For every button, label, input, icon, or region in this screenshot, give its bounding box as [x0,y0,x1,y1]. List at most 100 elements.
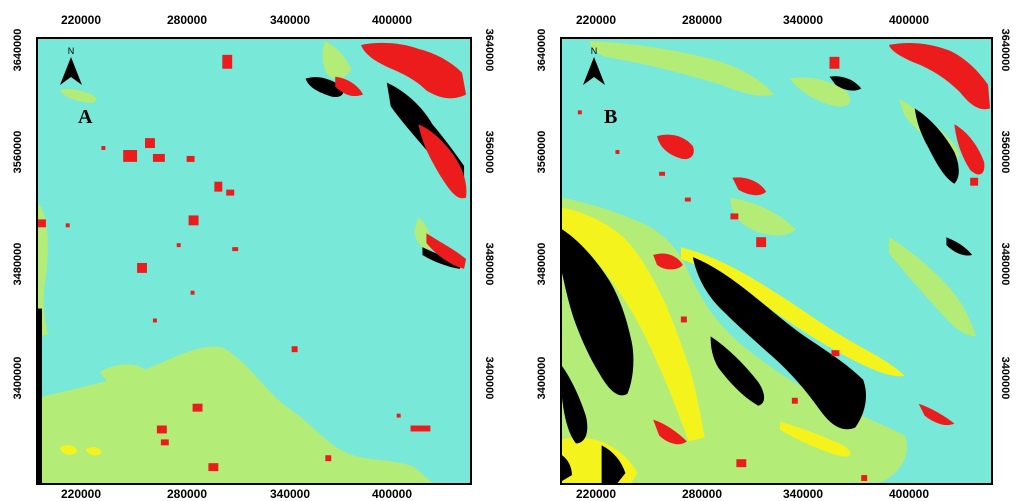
zone-red [918,403,955,426]
zone-black-edge [38,308,42,483]
zone-light-green-ne [322,40,352,79]
zone-red-speck [123,150,138,162]
zone-red [335,76,363,97]
x-tick-bottom-400000: 400000 [371,487,413,501]
zone-yellow-ridge [680,247,905,377]
zone-red [653,419,687,445]
zone-black [562,366,588,444]
x-tick-bottom-340000: 340000 [782,487,824,501]
zone-black [562,455,572,482]
x-tick-top-220000: 220000 [60,13,102,27]
zone-light-green-north [59,88,97,103]
zone-red-ne [888,42,991,110]
zone-yellow [779,421,851,457]
x-tick-bottom-220000: 220000 [575,487,617,501]
map-a-canvas [38,39,470,483]
panel-label-a: A [78,106,93,128]
zone-black-ne [914,108,959,184]
x-tick-top-400000: 400000 [888,13,930,27]
zone-red-speck [65,223,70,228]
zone-red-speck [970,177,979,186]
zone-red-speck [222,54,233,69]
zone-red-speck [137,262,147,273]
y-tick-right-3560000: 3560000 [483,130,495,174]
classified-map-b [560,37,993,485]
zone-red-speck [659,171,666,176]
zone-yellow-ridge [562,207,705,442]
zone-red-speck [684,197,691,202]
classified-map-a [36,37,472,485]
zone-red-speck [615,150,620,154]
zone-black-west [562,229,634,396]
zone-red-speck [410,425,431,432]
zone-red-speck [192,403,203,412]
zone-red-speck [208,463,219,472]
zone-red-speck [791,397,798,404]
x-tick-top-280000: 280000 [681,13,723,27]
y-tick-left-3640000: 3640000 [12,28,24,72]
zone-red-speck [831,350,840,357]
north-letter: N [590,46,598,56]
zone-red-speck [160,439,169,446]
zone-red-speck [756,237,767,248]
zone-red-speck [156,425,167,434]
zone-black [601,445,626,483]
zone-black-central [692,257,866,430]
y-tick-right-3640000: 3640000 [999,28,1011,72]
y-tick-right-3400000: 3400000 [999,356,1011,400]
panel-label-b: B [604,106,618,128]
zone-red [418,124,467,199]
y-tick-left-3400000: 3400000 [12,356,24,400]
zone-red-speck [188,215,199,226]
zone-yellow [59,445,78,455]
y-tick-right-3400000: 3400000 [483,356,495,400]
x-tick-top-400000: 400000 [371,13,413,27]
zone-light-green-south [38,346,433,483]
zone-red [653,253,683,270]
zone-light-green [730,197,796,236]
zone-red-speck [232,247,239,252]
zone-red [657,134,694,160]
x-tick-top-220000: 220000 [575,13,617,27]
x-tick-bottom-340000: 340000 [269,487,311,501]
zone-light-green-west [38,203,48,337]
zone-red-speck [186,155,195,162]
zone-yellow [85,447,102,456]
zone-light-green-north [589,40,775,96]
zone-red-speck [101,146,106,150]
map-panel-b: 220000 280000 340000 400000 220000 28000… [509,0,1017,501]
zone-black [710,336,765,406]
zone-red-speck [145,138,155,149]
x-tick-top-280000: 280000 [166,13,208,27]
zone-red-speck [152,153,165,162]
zone-red [426,233,467,269]
north-letter: N [67,46,75,56]
zone-light-green-patch [99,364,146,383]
zone-light-green-east [888,237,977,337]
zone-black [829,76,862,91]
north-arrow-icon [60,57,82,85]
y-tick-right-3480000: 3480000 [483,242,495,286]
zone-red-speck [861,475,868,482]
x-tick-top-340000: 340000 [269,13,311,27]
y-tick-left-3560000: 3560000 [536,130,548,174]
x-tick-top-340000: 340000 [782,13,824,27]
zone-red [732,177,767,196]
y-tick-left-3400000: 3400000 [536,356,548,400]
zone-red-speck [38,219,46,228]
map-panel-a: 220000 280000 340000 400000 220000 28000… [0,0,508,501]
y-tick-left-3480000: 3480000 [12,242,24,286]
y-tick-right-3640000: 3640000 [483,28,495,72]
zone-red-speck [396,413,401,418]
y-tick-right-3480000: 3480000 [999,242,1011,286]
x-tick-bottom-280000: 280000 [681,487,723,501]
x-tick-bottom-280000: 280000 [166,487,208,501]
x-tick-bottom-400000: 400000 [888,487,930,501]
map-b-canvas [562,39,991,483]
zone-red-speck [680,316,687,323]
zone-black [305,77,344,97]
north-arrow: N [583,46,605,86]
north-arrow: N [60,46,82,86]
zone-red [954,124,985,175]
y-tick-left-3640000: 3640000 [536,28,548,72]
